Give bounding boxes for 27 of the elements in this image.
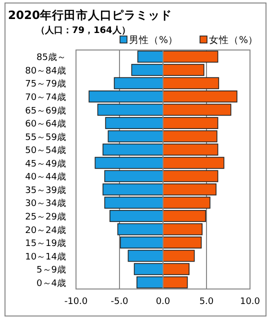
y-tick-label: 80～84歳 [25, 65, 66, 76]
chart-title: 2020年行田市人口ピラミッド [8, 8, 172, 22]
y-tick-label: 30～34歳 [25, 198, 66, 210]
y-tick-label: 0～4歳 [36, 278, 66, 289]
y-tick-label: 5～9歳 [36, 264, 66, 276]
y-tick-label: 50～54歳 [25, 145, 66, 156]
legend-label: 男性（%） [129, 34, 178, 46]
x-tick-label: 10.0 [240, 297, 260, 307]
y-tick-label: 55～59歳 [25, 132, 66, 143]
y-tick-label: 75～79歳 [25, 78, 66, 90]
chart-subtitle: （人口：79，164人） [36, 25, 130, 36]
x-tick-label: -10.0 [64, 297, 88, 307]
y-tick-label: 65～69歳 [25, 105, 66, 116]
y-tick-label: 40～44歳 [25, 172, 66, 183]
y-tick-label: 85歳～ [36, 52, 66, 64]
y-tick-label: 25～29歳 [25, 211, 66, 222]
y-tick-label: 35～39歳 [25, 184, 66, 196]
y-tick-label: 10～14歳 [25, 251, 66, 262]
x-tick-label: 0.0 [156, 297, 170, 307]
y-tick-label: 15～19歳 [25, 238, 66, 250]
x-tick-label: 5.0 [199, 297, 214, 307]
y-tick-label: 70～74歳 [25, 92, 66, 103]
x-tick-label: -5.0 [110, 297, 129, 307]
y-tick-label: 45～49歳 [25, 158, 66, 170]
legend-label: 女性（%） [209, 34, 258, 46]
y-tick-label: 60～64歳 [25, 118, 66, 130]
y-tick-label: 20～24歳 [25, 224, 66, 236]
